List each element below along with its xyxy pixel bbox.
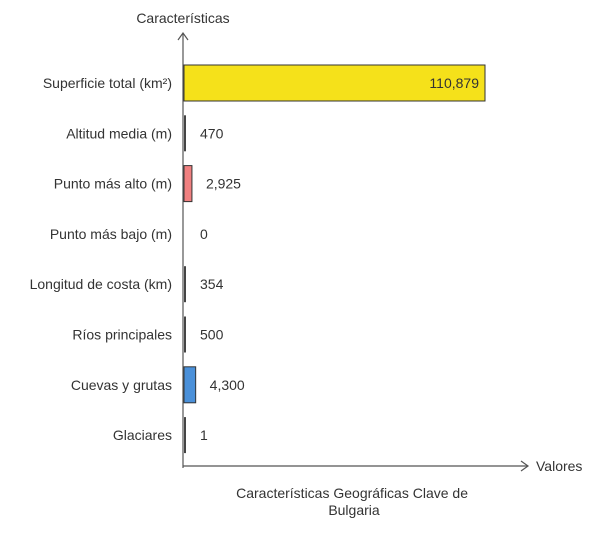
value-labels: 110,879 470 2,925 0 354 500 4,300 1 — [200, 75, 479, 443]
axes: Características Valores — [136, 10, 582, 474]
value-label: 500 — [200, 327, 224, 343]
bar — [184, 266, 186, 303]
category-label: Cuevas y grutas — [71, 377, 172, 393]
category-labels: Superficie total (km²) Altitud media (m) P… — [30, 75, 172, 443]
bars — [183, 64, 486, 454]
x-axis-arrow-icon — [520, 460, 530, 472]
y-axis-arrow-icon — [177, 31, 189, 41]
category-label: Altitud media (m) — [66, 125, 172, 141]
value-label: 0 — [200, 226, 208, 242]
bar — [183, 165, 193, 203]
bar — [183, 366, 197, 404]
bar — [184, 417, 186, 454]
category-label: Superficie total (km²) — [43, 75, 172, 91]
chart-title-line-1: Características Geográficas Clave de — [236, 485, 468, 501]
chart-title-line-2: Bulgaria — [328, 502, 380, 518]
category-label: Ríos principales — [72, 327, 172, 343]
value-label: 1 — [200, 427, 208, 443]
value-label: 4,300 — [210, 377, 245, 393]
category-label: Punto más alto (m) — [54, 176, 172, 192]
x-axis-title: Valores — [536, 458, 582, 474]
value-label: 354 — [200, 276, 224, 292]
category-label: Glaciares — [113, 427, 172, 443]
y-axis-title: Características — [136, 10, 229, 26]
bar — [184, 115, 186, 152]
value-label: 110,879 — [429, 75, 479, 91]
value-label: 470 — [200, 125, 224, 141]
bar — [183, 64, 486, 102]
value-label: 2,925 — [206, 176, 241, 192]
chart-title: Características Geográficas Clave de Bul… — [236, 485, 472, 518]
category-label: Punto más bajo (m) — [50, 226, 172, 242]
category-label: Longitud de costa (km) — [30, 276, 172, 292]
bar — [184, 316, 186, 353]
